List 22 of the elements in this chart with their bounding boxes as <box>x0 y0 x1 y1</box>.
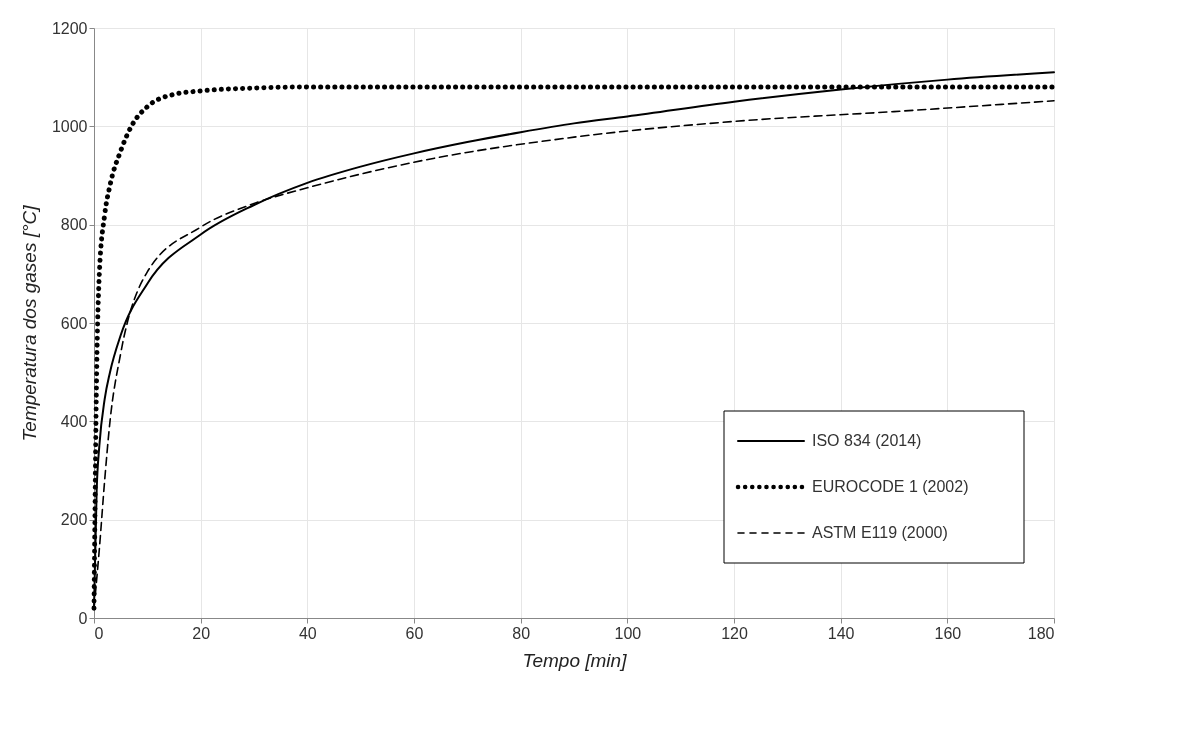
x-tick-label: 180 <box>1027 624 1055 642</box>
x-tick-label: 100 <box>614 624 642 642</box>
legend-label: EUROCODE 1 (2002) <box>812 478 969 495</box>
y-tick-label: 400 <box>60 412 88 430</box>
x-tick-label: 80 <box>512 624 531 642</box>
y-tick-label: 600 <box>60 314 88 332</box>
x-tick-label: 60 <box>405 624 424 642</box>
x-tick-label: 140 <box>827 624 855 642</box>
y-tick-label: 1200 <box>51 19 88 37</box>
y-tick-label: 200 <box>60 511 88 529</box>
legend-label: ASTM E119 (2000) <box>812 524 948 541</box>
x-tick-label: 40 <box>298 624 317 642</box>
x-tick-label: 20 <box>192 624 211 642</box>
y-tick-label: 1000 <box>51 117 88 135</box>
y-axis-title: Temperatura dos gases [°C] <box>18 204 40 442</box>
legend-label: ISO 834 (2014) <box>812 432 922 449</box>
x-tick-label: 120 <box>721 624 748 642</box>
x-tick-label: 0 <box>94 624 104 642</box>
x-axis-title: Tempo [min] <box>522 649 628 671</box>
x-tick-label: 160 <box>934 624 962 642</box>
y-tick-label: 800 <box>60 216 88 234</box>
y-tick-label: 0 <box>78 609 88 627</box>
